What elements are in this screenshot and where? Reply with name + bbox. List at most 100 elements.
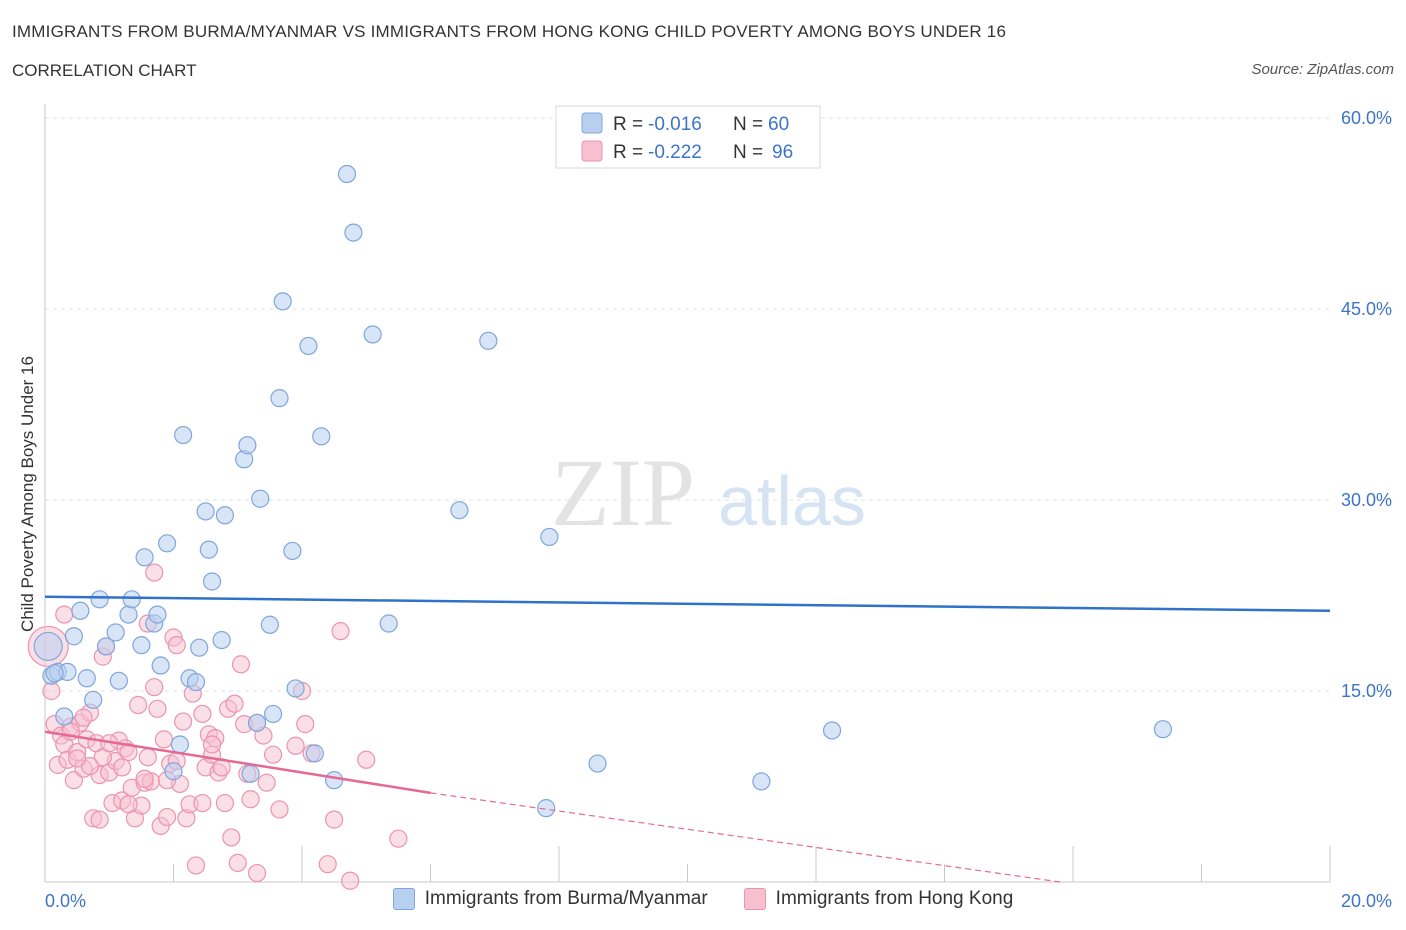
x-tick-label-max: 20.0%	[1341, 891, 1392, 911]
data-point-hong-kong	[119, 743, 138, 762]
x-tick-label-min: 0.0%	[45, 891, 86, 911]
data-point-hong-kong	[68, 749, 87, 768]
data-point-hong-kong	[148, 699, 167, 718]
data-point-burma	[215, 506, 234, 525]
grid-lines	[45, 117, 1330, 692]
data-point-hong-kong	[42, 681, 61, 701]
data-point-burma	[260, 615, 279, 634]
trend-line-hong-kong	[44, 730, 431, 795]
data-point-burma	[247, 713, 267, 732]
data-point-burma	[148, 605, 167, 624]
chart-source: Source: ZipAtlas.com	[1251, 61, 1394, 78]
data-point-burma	[241, 764, 260, 783]
data-point-burma	[202, 572, 222, 591]
data-point-hong-kong	[112, 758, 132, 777]
data-point-burma	[212, 630, 231, 650]
data-point-hong-kong	[257, 773, 276, 792]
series-burma-points	[33, 164, 1173, 818]
data-point-hong-kong	[174, 712, 193, 731]
data-point-burma	[273, 292, 292, 311]
data-point-hong-kong	[154, 730, 173, 749]
data-point-hong-kong	[135, 769, 154, 788]
data-point-burma	[71, 601, 90, 620]
legend-r-label-burma: R =	[613, 114, 643, 135]
y-tick-label: 60.0%	[1341, 108, 1392, 128]
legend-n-label-hong-kong: N =	[733, 142, 763, 163]
data-point-burma	[84, 690, 103, 710]
bottom-legend-item-burma: Immigrants from Burma/Myanmar	[392, 888, 708, 910]
data-point-burma	[363, 325, 382, 344]
data-point-hong-kong	[167, 636, 186, 655]
data-point-burma	[479, 331, 498, 350]
bottom-legend-swatch-hong-kong	[743, 888, 766, 910]
data-point-hong-kong	[318, 855, 337, 874]
data-point-hong-kong	[263, 745, 283, 764]
data-point-hong-kong	[74, 708, 93, 727]
tick-labels: 15.0% 30.0% 45.0% 60.0% 0.0% 20.0%	[45, 108, 1392, 911]
data-point-hong-kong	[247, 863, 267, 883]
data-point-hong-kong	[325, 810, 344, 829]
data-point-burma	[337, 164, 357, 184]
data-point-burma	[33, 631, 63, 662]
data-point-burma	[135, 548, 154, 567]
watermark-atlas: atlas	[718, 462, 866, 540]
y-axis-label: Child Poverty Among Boys Under 16	[18, 356, 37, 632]
data-point-hong-kong	[145, 563, 164, 582]
data-point-burma	[251, 489, 270, 508]
data-point-burma	[286, 679, 305, 698]
data-point-burma	[344, 223, 363, 242]
data-point-burma	[270, 389, 289, 408]
data-point-hong-kong	[341, 871, 360, 890]
data-point-hong-kong	[193, 793, 212, 813]
data-point-hong-kong	[331, 622, 350, 641]
trend-line-hong-kong-extrapolated	[430, 792, 1061, 883]
data-point-burma	[325, 771, 344, 790]
data-point-hong-kong	[129, 695, 148, 715]
data-point-hong-kong	[225, 694, 244, 713]
data-point-burma	[196, 502, 215, 521]
trend-line-burma	[44, 595, 1331, 613]
data-point-hong-kong	[389, 829, 408, 848]
legend-r-value-hong-kong: -0.222	[648, 142, 702, 163]
data-point-burma	[537, 799, 556, 818]
trend-lines	[44, 595, 1331, 883]
data-point-burma	[109, 671, 128, 690]
data-point-burma	[96, 637, 116, 656]
data-point-hong-kong	[222, 828, 241, 847]
data-point-hong-kong	[241, 790, 260, 809]
data-point-hong-kong	[286, 736, 305, 755]
y-tick-label: 15.0%	[1341, 681, 1392, 701]
axes	[44, 104, 1331, 883]
data-point-hong-kong	[270, 800, 289, 819]
legend-n-label-burma: N =	[733, 114, 763, 135]
data-point-hong-kong	[215, 793, 234, 813]
chart-title: IMMIGRANTS FROM BURMA/MYANMAR VS IMMIGRA…	[12, 22, 1007, 41]
data-point-hong-kong	[157, 807, 177, 827]
data-point-hong-kong	[202, 735, 222, 754]
legend-swatch-burma	[581, 112, 603, 134]
data-point-burma	[238, 436, 257, 455]
data-point-burma	[157, 534, 177, 553]
correlation-legend: R = -0.016 N = 60 R = -0.222 N = 96	[555, 105, 821, 169]
data-point-burma	[540, 527, 559, 547]
legend-n-value-hong-kong: 96	[772, 142, 793, 163]
legend-r-label-hong-kong: R =	[613, 142, 643, 163]
data-point-hong-kong	[55, 605, 74, 624]
data-point-burma	[305, 744, 324, 763]
data-point-hong-kong	[90, 810, 109, 829]
legend-swatch-hong-kong	[581, 140, 603, 162]
data-point-hong-kong	[193, 704, 212, 724]
data-point-burma	[122, 590, 141, 609]
series-hong-kong-points	[27, 563, 408, 890]
y-tick-label: 30.0%	[1341, 490, 1392, 510]
data-point-burma	[64, 627, 84, 646]
data-point-burma	[752, 772, 771, 791]
data-point-burma	[283, 541, 302, 561]
bottom-legend-item-hong-kong: Immigrants from Hong Kong	[743, 888, 1014, 910]
bottom-legend-label-burma: Immigrants from Burma/Myanmar	[424, 888, 708, 909]
data-point-burma	[299, 336, 318, 356]
bottom-legend-label-hong-kong: Immigrants from Hong Kong	[775, 888, 1014, 909]
data-point-hong-kong	[228, 853, 247, 873]
data-point-burma	[199, 540, 218, 559]
